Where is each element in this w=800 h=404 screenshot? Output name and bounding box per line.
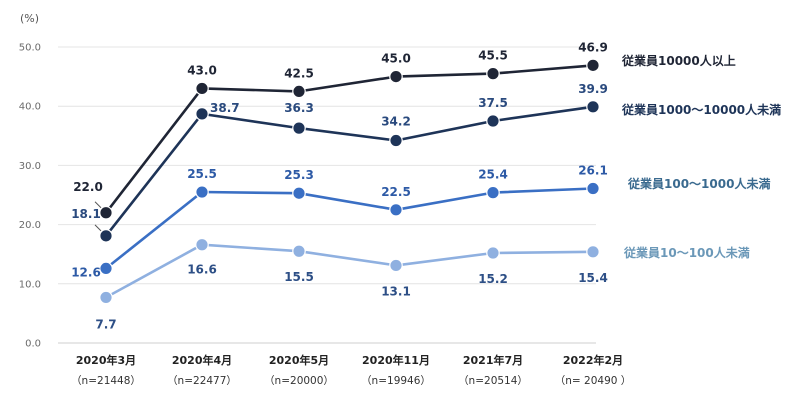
data-label: 12.6: [71, 265, 101, 279]
x-tick-sample-size: （n=20514）: [458, 375, 528, 387]
data-label: 15.5: [284, 270, 314, 284]
data-points: [99, 58, 600, 305]
data-point: [486, 114, 500, 128]
data-label: 15.2: [478, 272, 508, 286]
data-label: 36.3: [284, 101, 314, 115]
x-tick-sample-size: （n=21448）: [71, 375, 141, 387]
series-line: [104, 105, 594, 237]
data-point: [99, 290, 113, 305]
data-point: [486, 185, 500, 200]
gridlines: [58, 46, 596, 344]
data-label: 18.1: [71, 207, 101, 221]
data-point: [586, 245, 600, 259]
x-tick-label: 2020年11月: [362, 353, 430, 367]
data-point: [292, 186, 306, 201]
legend-label: 従業員10000人以上: [621, 53, 736, 68]
data-label: 42.5: [284, 66, 314, 80]
data-label: 7.7: [95, 317, 116, 331]
x-tick-sample-size: （n= 20490 ）: [555, 375, 632, 387]
data-point: [389, 203, 403, 217]
data-point: [99, 205, 113, 220]
y-tick-label: 30.0: [19, 161, 41, 172]
series-line: [104, 64, 594, 214]
legend-label: 従業員100～1000人未満: [627, 176, 770, 191]
label-leader-lines: [94, 201, 102, 232]
data-point: [389, 258, 403, 273]
data-point: [486, 66, 500, 81]
data-point: [195, 237, 209, 252]
data-label: 25.4: [478, 168, 508, 182]
x-tick-sample-size: （n=20000）: [264, 375, 334, 387]
legend-label: 従業員10～100人未満: [623, 245, 750, 260]
data-label: 39.9: [578, 82, 608, 96]
y-unit-label: (%): [20, 12, 39, 25]
legend: 従業員10000人以上従業員1000～10000人未満従業員100～1000人未…: [621, 53, 781, 260]
data-label: 25.5: [187, 167, 217, 181]
x-tick-label: 2022年2月: [563, 353, 623, 367]
data-label: 15.4: [578, 271, 608, 285]
data-point: [195, 81, 209, 96]
x-tick-label: 2020年3月: [76, 353, 136, 367]
data-point: [99, 229, 113, 243]
data-label: 22.5: [381, 185, 411, 199]
data-point: [586, 181, 600, 196]
y-tick-label: 0.0: [25, 339, 41, 350]
x-tick-sample-size: （n=22477）: [167, 375, 237, 387]
data-point: [292, 121, 306, 135]
x-tick-label: 2021年7月: [463, 353, 523, 367]
data-label: 45.0: [381, 52, 411, 66]
data-point: [195, 107, 209, 121]
data-label: 38.7: [210, 101, 240, 115]
series-line: [105, 243, 594, 299]
data-label: 25.3: [284, 168, 314, 182]
y-tick-label: 50.0: [19, 43, 41, 54]
data-labels: 22.0 43.0 42.5 45.0 45.5 46.9 18.1 38.7 36.3 34.2…: [71, 40, 608, 331]
data-label: 26.1: [578, 163, 608, 177]
data-point: [586, 99, 600, 114]
x-tick-label: 2020年5月: [269, 353, 329, 367]
data-label: 45.5: [478, 49, 508, 63]
data-label: 22.0: [73, 180, 103, 194]
x-axis: 2020年3月 （n=21448） 2020年4月 （n=22477） 2020年5月 （…: [71, 353, 631, 387]
data-point: [586, 58, 600, 73]
data-point: [389, 69, 403, 84]
data-point: [486, 246, 500, 260]
data-label: 13.1: [381, 284, 411, 298]
y-tick-label: 20.0: [19, 220, 41, 231]
data-point: [195, 185, 209, 199]
series-lines: [104, 64, 594, 299]
y-tick-label: 10.0: [19, 279, 41, 290]
data-label: 16.6: [187, 263, 217, 277]
legend-label: 従業員1000～10000人未満: [621, 102, 781, 117]
data-label: 46.9: [578, 40, 608, 54]
data-label: 37.5: [478, 96, 508, 110]
x-tick-label: 2020年4月: [172, 353, 232, 367]
leader-line: [94, 224, 102, 232]
data-point: [292, 84, 306, 99]
y-tick-label: 40.0: [19, 102, 41, 113]
data-label: 43.0: [187, 63, 217, 77]
leader-line: [94, 201, 102, 209]
data-point: [99, 261, 113, 276]
x-tick-sample-size: （n=19946）: [361, 375, 431, 387]
data-point: [292, 244, 306, 259]
data-point: [389, 133, 403, 148]
data-label: 34.2: [381, 115, 411, 129]
y-axis: 0.0 10.0 20.0 30.0 40.0 50.0: [19, 43, 41, 350]
series-line: [105, 187, 594, 270]
